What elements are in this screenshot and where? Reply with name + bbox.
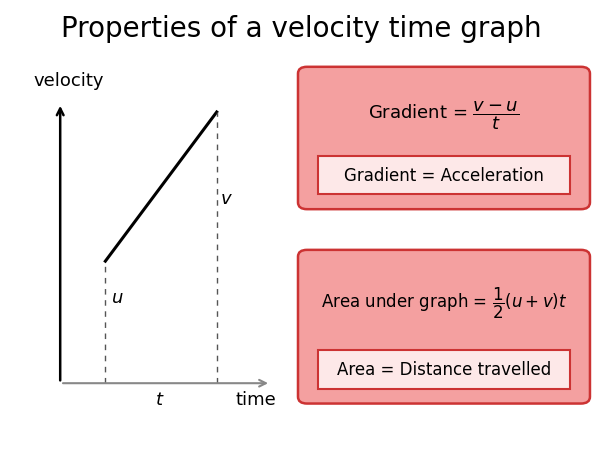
- FancyBboxPatch shape: [298, 250, 590, 404]
- FancyBboxPatch shape: [318, 156, 570, 195]
- Text: v: v: [220, 189, 231, 207]
- FancyBboxPatch shape: [298, 68, 590, 210]
- Text: velocity: velocity: [33, 72, 104, 90]
- Text: u: u: [112, 289, 123, 307]
- FancyBboxPatch shape: [318, 350, 570, 389]
- Text: Properties of a velocity time graph: Properties of a velocity time graph: [61, 15, 541, 43]
- Text: Gradient = Acceleration: Gradient = Acceleration: [344, 167, 544, 184]
- Text: t: t: [156, 390, 163, 408]
- Text: time: time: [235, 390, 276, 408]
- Text: Area = Distance travelled: Area = Distance travelled: [337, 361, 551, 378]
- Text: Area under graph = $\dfrac{1}{2}\left(u + v\right)t$: Area under graph = $\dfrac{1}{2}\left(u …: [321, 285, 567, 321]
- Text: Gradient = $\dfrac{v - u}{t}$: Gradient = $\dfrac{v - u}{t}$: [368, 99, 520, 132]
